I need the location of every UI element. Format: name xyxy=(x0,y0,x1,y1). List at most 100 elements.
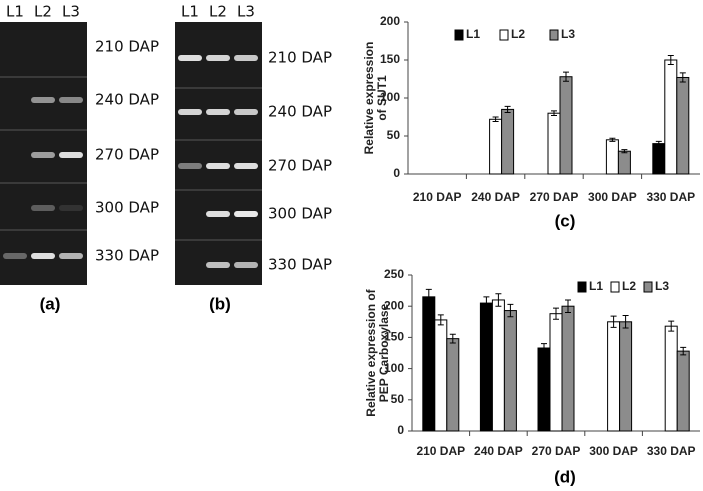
row-label: 270 DAP xyxy=(95,146,159,164)
bar xyxy=(619,321,633,432)
gel-band xyxy=(59,205,83,211)
error-bar xyxy=(541,343,547,353)
row-label: 240 DAP xyxy=(268,103,332,121)
bar xyxy=(501,108,515,175)
bar xyxy=(547,112,561,175)
legend-swatch xyxy=(577,281,587,293)
row-label: 270 DAP xyxy=(268,157,332,175)
lane-label: L2 xyxy=(34,3,52,21)
row-label: 240 DAP xyxy=(95,91,159,109)
bar xyxy=(676,76,690,175)
gel-band xyxy=(206,262,230,268)
y-axis-label: Relative expression xyxy=(362,42,376,155)
lane-label: L1 xyxy=(6,3,24,21)
y-tick-label: 150 xyxy=(384,330,404,344)
error-bar xyxy=(655,140,662,147)
error-bar xyxy=(565,299,571,313)
bar xyxy=(537,347,551,432)
error-bar xyxy=(622,315,629,329)
legend-label: L1 xyxy=(466,27,480,41)
bar xyxy=(479,302,493,432)
y-axis-label: Relative expression of xyxy=(364,288,378,416)
x-tick-label: 330 DAP xyxy=(647,444,696,458)
gel-band xyxy=(178,109,202,115)
row-label: 210 DAP xyxy=(95,38,159,56)
gel-band xyxy=(206,211,230,217)
gel-image xyxy=(175,22,262,285)
legend-label: L1 xyxy=(589,279,603,293)
bar xyxy=(446,338,460,432)
error-bar xyxy=(449,333,456,344)
bar xyxy=(559,76,573,175)
y-tick-label: 0 xyxy=(397,423,404,437)
gel-band xyxy=(31,152,55,158)
y-tick-label: 50 xyxy=(391,392,405,406)
error-bar xyxy=(553,307,559,320)
error-bar xyxy=(483,296,490,310)
legend-label: L3 xyxy=(561,27,575,41)
x-tick-label: 210 DAP xyxy=(416,444,465,458)
gel-band xyxy=(234,211,258,217)
y-tick-label: 100 xyxy=(380,90,400,104)
gel-band xyxy=(59,152,83,158)
gel-band xyxy=(59,97,83,103)
legend-swatch xyxy=(643,281,653,293)
x-tick-label: 240 DAP xyxy=(474,444,523,458)
error-bar xyxy=(492,116,499,123)
y-axis-label: PEP Carboxylase xyxy=(377,303,391,402)
error-bar xyxy=(507,303,514,318)
legend-label: L2 xyxy=(622,279,636,293)
error-bar xyxy=(609,137,616,142)
bar xyxy=(605,139,619,175)
x-tick-label: 210 DAP xyxy=(413,190,462,204)
x-tick-label: 270 DAP xyxy=(530,190,579,204)
bar xyxy=(607,321,621,432)
gel-band xyxy=(59,253,83,259)
bar xyxy=(652,143,666,175)
error-bar xyxy=(610,315,617,328)
y-tick-label: 250 xyxy=(384,267,404,281)
lane-label: L3 xyxy=(62,3,80,21)
legend-label: L3 xyxy=(655,279,669,293)
row-label: 330 DAP xyxy=(268,256,332,274)
gel-band xyxy=(178,163,202,169)
gel-band xyxy=(206,109,230,115)
legend-label: L2 xyxy=(511,27,525,41)
legend-swatch xyxy=(454,29,464,41)
error-bar xyxy=(679,72,686,83)
legend-swatch xyxy=(610,281,620,293)
lane-label: L2 xyxy=(209,3,227,21)
bar xyxy=(489,118,503,175)
bar xyxy=(491,299,505,432)
gel-band xyxy=(234,55,258,61)
lane-label: L1 xyxy=(181,3,199,21)
error-bar xyxy=(425,288,432,305)
bar xyxy=(503,310,517,432)
error-bar xyxy=(551,110,557,116)
y-tick-label: 150 xyxy=(380,52,400,66)
bar xyxy=(549,313,563,432)
y-tick-label: 50 xyxy=(387,128,401,142)
gel-band xyxy=(3,253,27,259)
error-bar xyxy=(563,71,569,82)
x-tick-label: 270 DAP xyxy=(532,444,581,458)
row-label: 330 DAP xyxy=(95,247,159,265)
gel-band xyxy=(234,163,258,169)
x-tick-label: 300 DAP xyxy=(589,444,638,458)
legend-swatch xyxy=(499,29,509,41)
y-tick-label: 200 xyxy=(384,298,404,312)
y-tick-label: 0 xyxy=(393,166,400,180)
bar xyxy=(434,319,448,432)
legend-swatch xyxy=(549,29,559,41)
row-label: 300 DAP xyxy=(268,205,332,223)
error-bar xyxy=(680,346,687,356)
gel-band xyxy=(234,262,258,268)
error-bar xyxy=(668,320,675,332)
y-tick-label: 100 xyxy=(384,361,404,375)
bar xyxy=(664,59,678,175)
bar xyxy=(676,350,690,432)
panel-caption: (a) xyxy=(40,294,61,313)
error-bar xyxy=(504,105,511,113)
